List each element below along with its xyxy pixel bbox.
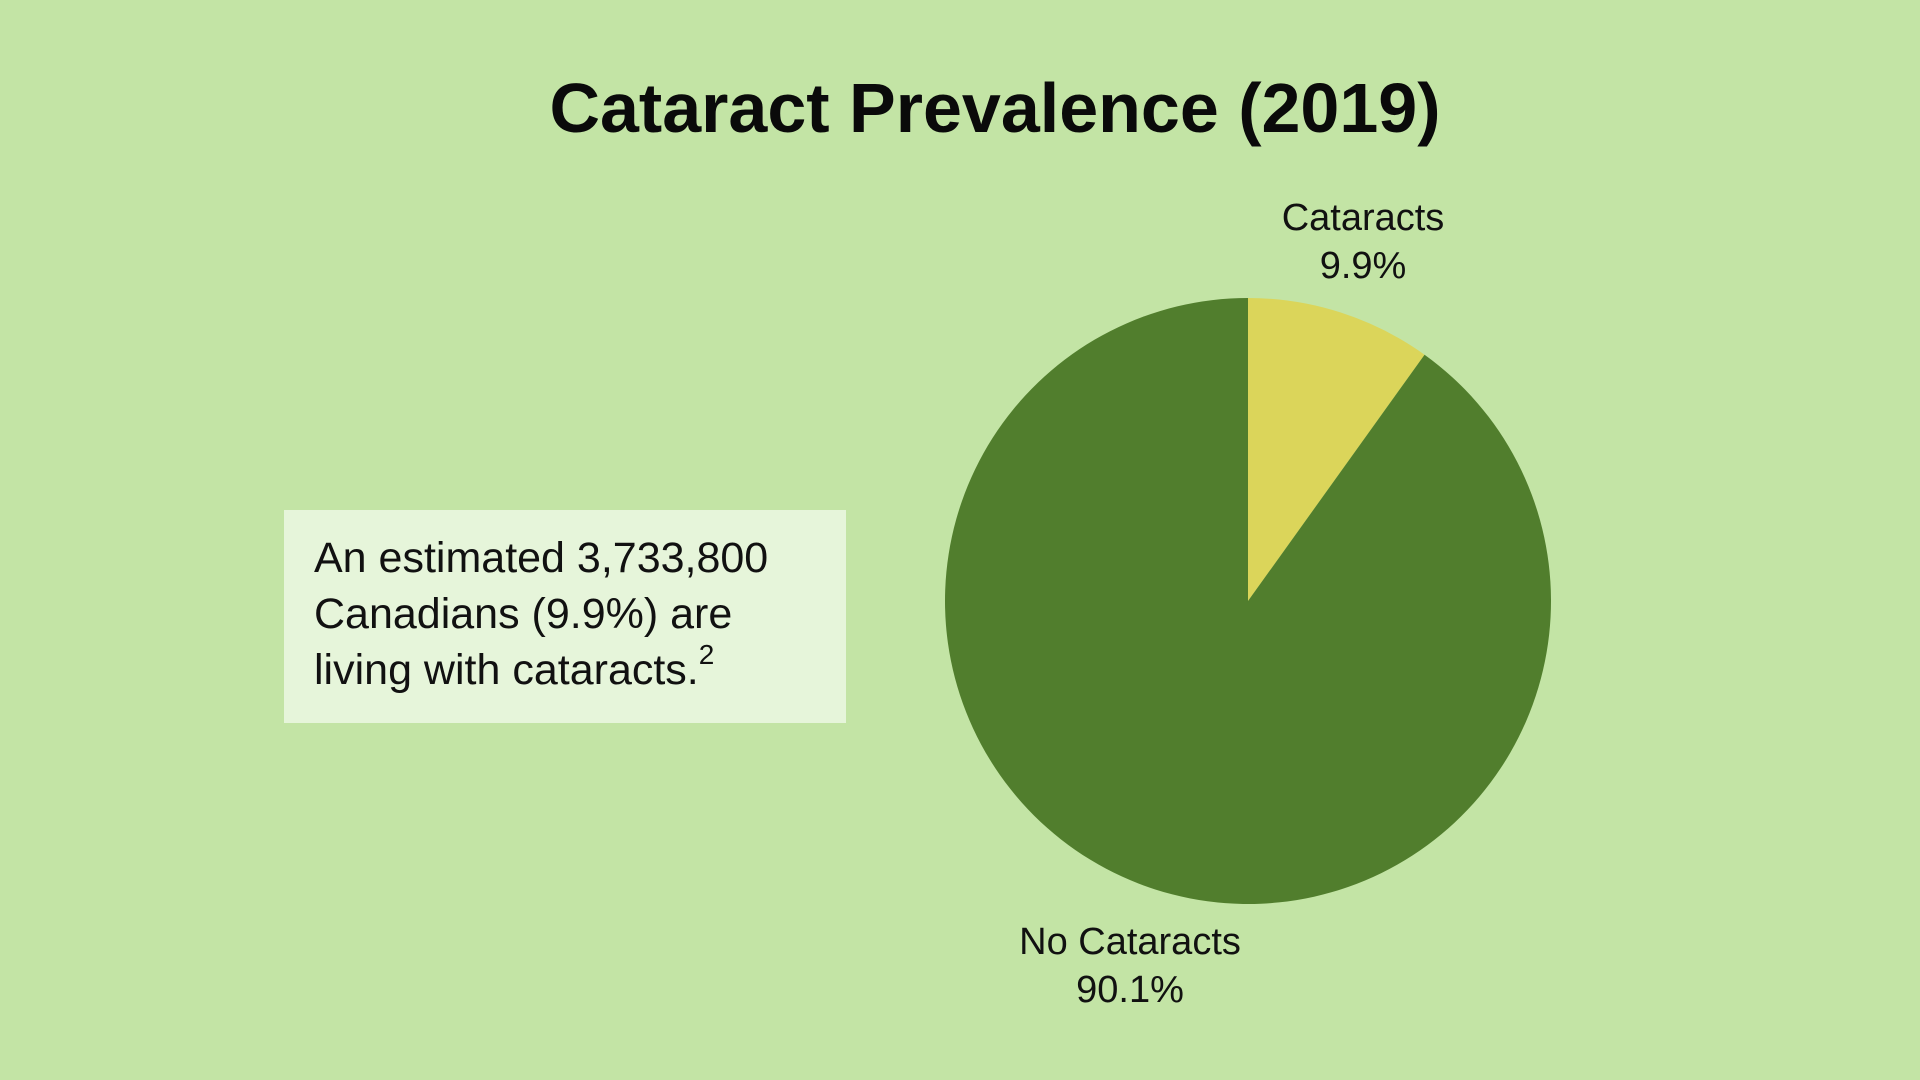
slice-label-name: No Cataracts: [1019, 921, 1241, 963]
pie-slice-no-cataracts: [945, 298, 1551, 905]
pie-labels: Cataracts 9.9% No Cataracts 90.1%: [1019, 197, 1444, 1011]
slice-label-value: 90.1%: [1076, 969, 1184, 1011]
slice-label-name: Cataracts: [1282, 197, 1445, 239]
callout-box: An estimated 3,733,800 Canadians (9.9%) …: [284, 510, 846, 723]
pie-slice-cataracts: [1248, 298, 1425, 601]
chart-title: Cataract Prevalence (2019): [549, 69, 1441, 147]
slice-label-value: 9.9%: [1320, 245, 1407, 287]
footnote-marker: 2: [698, 639, 715, 670]
pie-slices: [945, 298, 1551, 905]
callout-text: An estimated 3,733,800 Canadians (9.9%) …: [314, 534, 769, 694]
